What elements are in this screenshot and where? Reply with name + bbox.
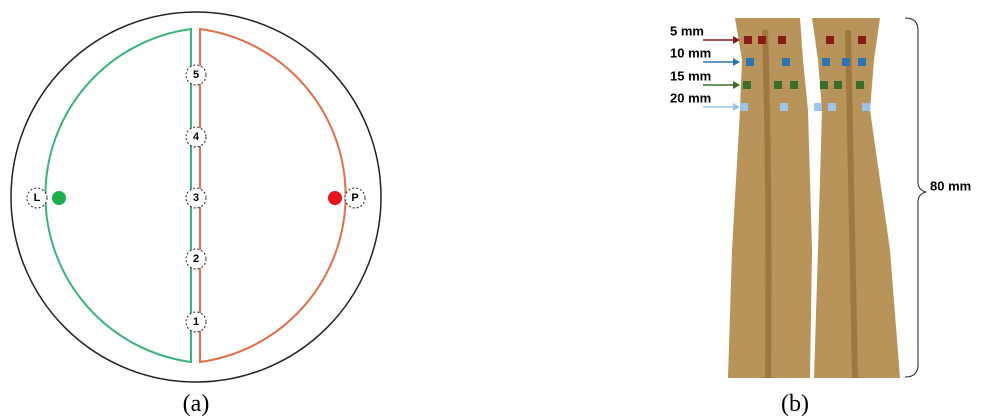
point-label: 5 [193, 69, 199, 81]
arrow-head [733, 58, 740, 66]
left-label: L [34, 192, 41, 204]
sample-square [790, 81, 798, 89]
length-label: 80 mm [930, 179, 971, 194]
caption: (a) [183, 391, 210, 417]
green-dot [52, 191, 66, 205]
sample-square [820, 81, 828, 89]
sample-square [758, 36, 766, 44]
right-label: P [351, 192, 358, 204]
sample-square [780, 103, 788, 111]
point-label: 4 [193, 131, 200, 143]
sample-square [743, 81, 751, 89]
point-label: 2 [193, 253, 199, 265]
arrow-head [733, 81, 740, 89]
caption: (b) [781, 391, 809, 417]
orange-region [200, 29, 346, 362]
brace [905, 18, 926, 377]
sample-square [826, 36, 834, 44]
sample-square [858, 36, 866, 44]
red-dot [328, 191, 342, 205]
sample-square [778, 36, 786, 44]
wood-core [765, 30, 769, 378]
panel-b: 80 mm 5 mm 10 mm 15 mm 20 mm (b) [670, 18, 971, 417]
figure: 5 4 3 2 1 L P (a) 80 mm 5 mm 10 mm 15 mm 20 mm … [0, 0, 981, 418]
sample-square [814, 103, 822, 111]
sample-square [834, 81, 842, 89]
sample-square [828, 103, 836, 111]
sample-square [858, 58, 866, 66]
sample-square [746, 58, 754, 66]
sample-square [862, 103, 870, 111]
sample-square [782, 58, 790, 66]
sample-square [744, 36, 752, 44]
sample-square [856, 81, 864, 89]
arrow-head [733, 103, 740, 111]
depth-label: 15 mm [670, 69, 711, 84]
point-label: 1 [193, 316, 199, 328]
depth-label: 20 mm [670, 91, 711, 106]
point-label: 3 [193, 192, 199, 204]
sample-square [822, 58, 830, 66]
depth-label: 10 mm [670, 46, 711, 61]
sample-square [774, 81, 782, 89]
sample-square [842, 58, 850, 66]
depth-label: 5 mm [670, 24, 704, 39]
green-region [45, 29, 191, 362]
panel-a: 5 4 3 2 1 L P (a) [11, 12, 381, 417]
sample-square [740, 103, 748, 111]
